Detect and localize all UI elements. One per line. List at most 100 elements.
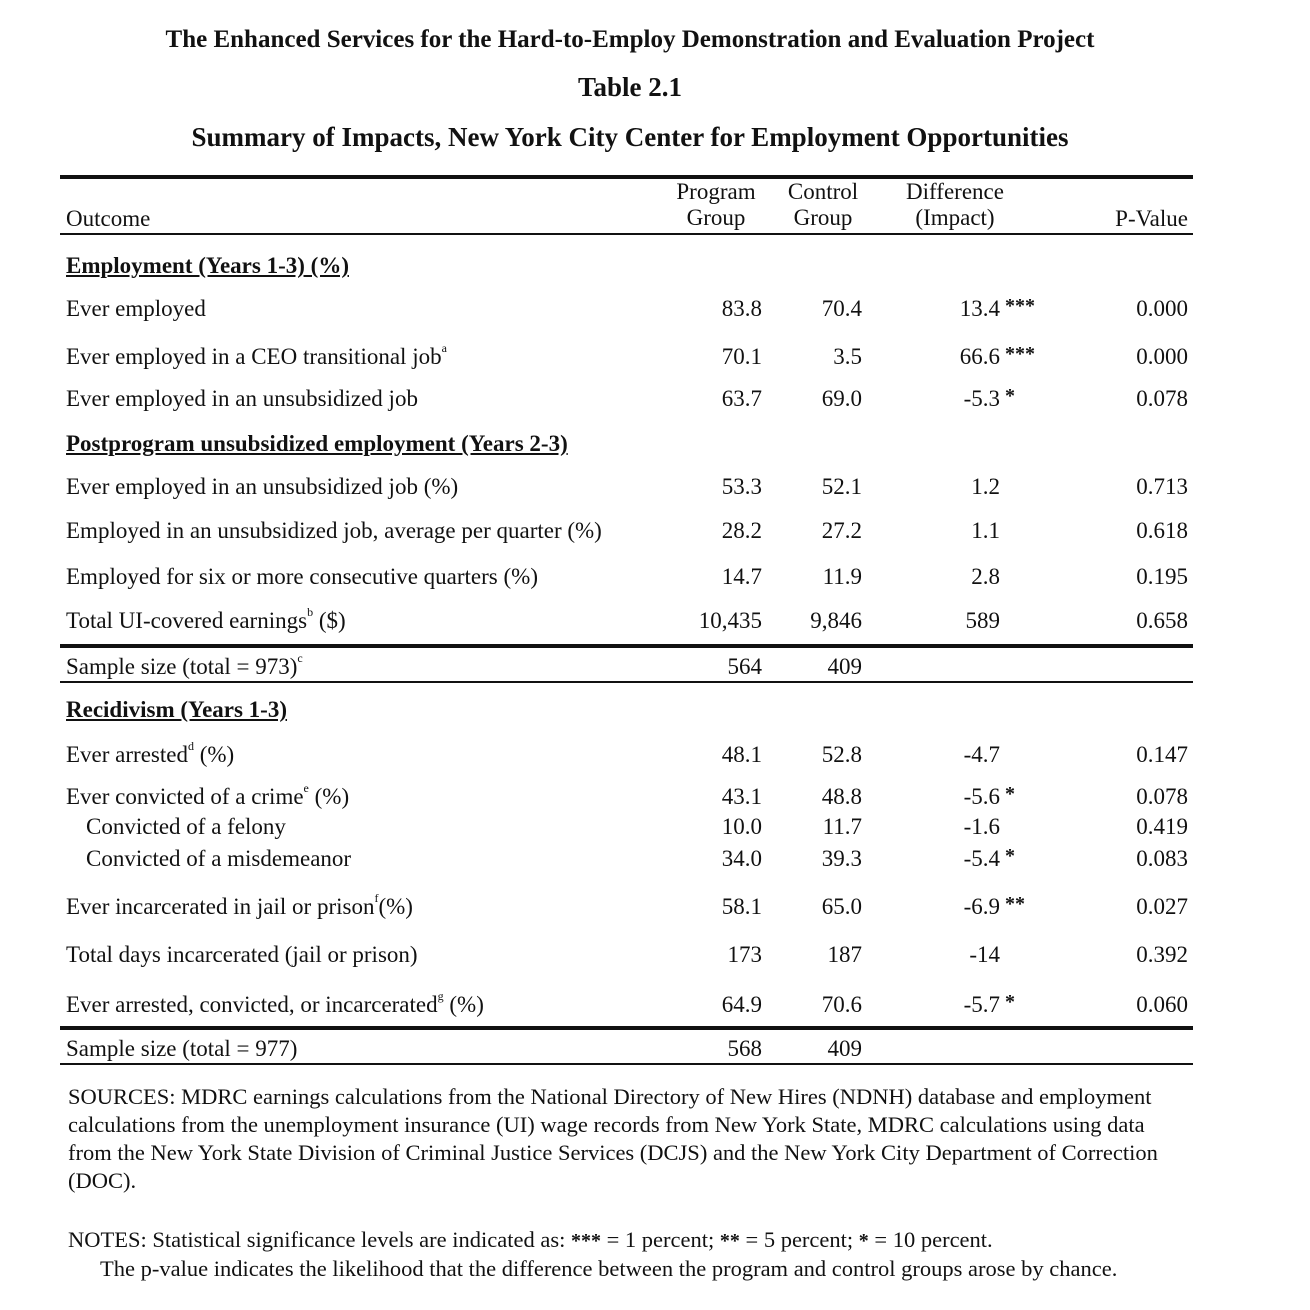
pvalue-value: 0.060 (1136, 992, 1188, 1017)
row-label: Ever convicted of a crimee (%) (66, 781, 350, 809)
row-label: Ever arrested, convicted, or incarcerate… (66, 989, 484, 1017)
program-value: 63.7 (721, 386, 762, 411)
control-value: 3.5 (833, 344, 862, 369)
program-value: 70.1 (721, 344, 762, 369)
control-sample-size: 409 (827, 1036, 863, 1061)
sample-top-rule (60, 644, 1193, 648)
pvalue-value: 0.392 (1136, 942, 1188, 967)
pvalue-value: 0.078 (1136, 784, 1188, 809)
table-row: Ever employed 83.8 70.4 13.4 *** 0.000 (0, 295, 1310, 326)
program-value: 64.9 (721, 992, 762, 1017)
table-row: Ever arrestedd (%) 48.1 52.8 -4.7 0.147 (0, 739, 1310, 772)
significance-stars: * (1005, 783, 1015, 805)
pvalue-value: 0.027 (1136, 894, 1188, 919)
table-row: Ever employed in an unsubsidized job 63.… (0, 385, 1310, 416)
table-row: Ever employed in a CEO transitional joba… (0, 341, 1310, 374)
difference-value: 1.2 (971, 474, 1000, 499)
program-value: 83.8 (721, 296, 762, 321)
program-value: 48.1 (721, 742, 762, 767)
control-value: 69.0 (821, 386, 862, 411)
program-value: 43.1 (721, 784, 762, 809)
row-label: Ever incarcerated in jail or prisonf(%) (66, 891, 413, 919)
control-value: 48.8 (821, 784, 862, 809)
difference-value: 589 (965, 608, 1001, 633)
header-program-group: Program Group (676, 179, 756, 230)
sample-bottom-rule (60, 681, 1193, 683)
program-value: 34.0 (721, 846, 762, 871)
control-value: 70.4 (821, 296, 862, 321)
program-sample-size: 564 (727, 654, 763, 679)
significance-stars: * (1005, 385, 1015, 407)
control-value: 9,846 (810, 608, 862, 633)
pvalue-value: 0.078 (1136, 386, 1188, 411)
difference-value: -1.6 (963, 814, 1000, 839)
section-heading-postprogram: Postprogram unsubsidized employment (Yea… (66, 431, 568, 456)
control-value: 11.9 (822, 564, 862, 589)
row-label: Ever employed in a CEO transitional joba (66, 341, 447, 369)
sample-size-row: Sample size (total = 977) 568 409 (0, 1036, 1310, 1066)
significance-stars: *** (1005, 343, 1035, 365)
report-title: The Enhanced Services for the Hard-to-Em… (165, 26, 1095, 53)
significance-stars: ** (1005, 893, 1025, 915)
control-value: 27.2 (821, 518, 862, 543)
difference-value: -14 (969, 942, 1000, 967)
row-label: Ever arrestedd (%) (66, 739, 235, 767)
row-label: Ever employed (66, 296, 206, 321)
control-value: 52.1 (821, 474, 862, 499)
control-value: 65.0 (821, 894, 862, 919)
significance-stars: * (1005, 845, 1015, 867)
sample-size-row: Sample size (total = 973)c 564 409 (0, 651, 1310, 684)
header-difference: Difference (Impact) (906, 179, 1004, 230)
program-value: 173 (727, 942, 763, 967)
control-sample-size: 409 (827, 654, 863, 679)
difference-value: 13.4 (959, 296, 1000, 321)
table-row: Ever arrested, convicted, or incarcerate… (0, 989, 1310, 1022)
difference-value: -5.6 (963, 784, 1000, 809)
significance-note: NOTES: Statistical significance levels a… (68, 1227, 1118, 1281)
sample-top-rule (60, 1026, 1193, 1030)
row-label: Employed in an unsubsidized job, average… (66, 518, 602, 543)
pvalue-value: 0.658 (1136, 608, 1188, 633)
header-control-group: Control Group (787, 179, 859, 230)
table-row: Total UI-covered earningsb ($) 10,435 9,… (0, 605, 1310, 638)
section-heading-employment: Employment (Years 1-3) (%) (66, 253, 349, 278)
table-row: Ever convicted of a crimee (%) 43.1 48.8… (0, 781, 1310, 814)
table-bottom-rule (60, 1063, 1193, 1065)
table-row: Ever employed in an unsubsidized job (%)… (0, 474, 1310, 504)
row-label: Total days incarcerated (jail or prison) (66, 942, 418, 967)
significance-stars: *** (1005, 295, 1035, 317)
row-label: Convicted of a misdemeanor (86, 846, 352, 871)
header-pvalue: P-Value (1115, 206, 1188, 231)
program-value: 10.0 (721, 814, 762, 839)
pvalue-value: 0.618 (1136, 518, 1188, 543)
table-number: Table 2.1 (577, 72, 683, 102)
difference-value: -5.3 (963, 386, 1000, 411)
table-row: Convicted of a misdemeanor 34.0 39.3 -5.… (0, 845, 1310, 876)
sample-size-label: Sample size (total = 977) (66, 1036, 298, 1061)
header-bottom-rule (60, 233, 1193, 235)
difference-value: -5.7 (963, 992, 1000, 1017)
pvalue-value: 0.147 (1136, 742, 1188, 767)
pvalue-value: 0.419 (1136, 814, 1188, 839)
row-label: Ever employed in an unsubsidized job (66, 386, 418, 411)
difference-value: 66.6 (959, 344, 1000, 369)
table-title: Summary of Impacts, New York City Center… (191, 122, 1069, 152)
table-row: Employed for six or more consecutive qua… (0, 564, 1310, 594)
pvalue-value: 0.083 (1136, 846, 1188, 871)
row-label: Total UI-covered earningsb ($) (66, 605, 346, 633)
table-row: Employed in an unsubsidized job, average… (0, 518, 1310, 548)
control-value: 39.3 (821, 846, 862, 871)
pvalue-value: 0.713 (1136, 474, 1188, 499)
program-value: 10,435 (698, 608, 762, 633)
section-heading-recidivism: Recidivism (Years 1-3) (66, 697, 288, 722)
program-value: 53.3 (721, 474, 762, 499)
pvalue-value: 0.000 (1136, 344, 1188, 369)
table-row: Total days incarcerated (jail or prison)… (0, 942, 1310, 972)
difference-value: 1.1 (971, 518, 1000, 543)
difference-value: -4.7 (963, 742, 1000, 767)
difference-value: 2.8 (971, 564, 1000, 589)
table-row: Ever incarcerated in jail or prisonf(%) … (0, 891, 1310, 924)
program-value: 58.1 (721, 894, 762, 919)
difference-value: -6.9 (963, 894, 1000, 919)
significance-stars: * (1005, 991, 1015, 1013)
